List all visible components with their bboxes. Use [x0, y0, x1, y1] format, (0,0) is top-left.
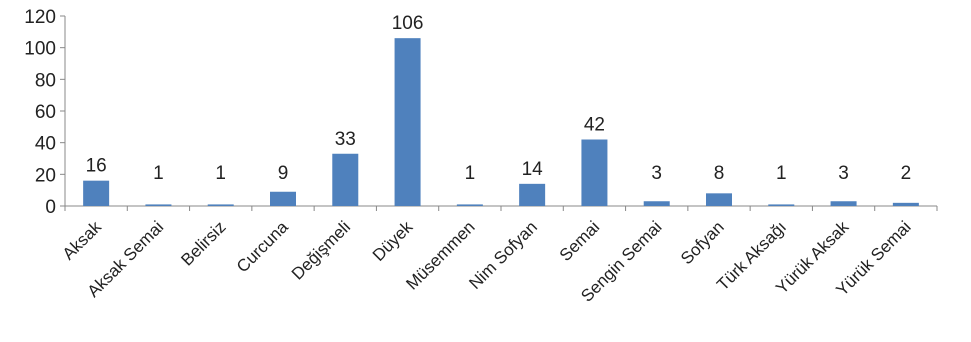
category-label: Belirsiz — [177, 217, 229, 269]
data-label: 1 — [776, 163, 787, 184]
data-label: 3 — [838, 163, 849, 184]
data-label: 106 — [392, 13, 424, 34]
bar — [394, 38, 421, 206]
data-label: 33 — [335, 129, 356, 150]
bar — [270, 191, 296, 206]
y-tick-label: 40 — [35, 134, 56, 155]
data-label: 1 — [465, 163, 476, 184]
category-label: Semai — [556, 217, 604, 265]
x-axis — [64, 205, 938, 211]
category-label: Düyek — [369, 217, 417, 265]
data-label: 1 — [215, 163, 226, 184]
category-label: Curcuna — [233, 217, 292, 276]
bar — [519, 183, 546, 206]
data-label: 2 — [901, 163, 912, 184]
data-label: 8 — [714, 163, 725, 184]
y-tick-label: 120 — [24, 7, 56, 28]
data-label: 3 — [651, 163, 662, 184]
bar — [768, 204, 795, 206]
bar — [643, 201, 670, 206]
bar — [830, 201, 857, 206]
bar — [581, 139, 608, 206]
data-label: 16 — [86, 156, 107, 177]
category-label: Nim Sofyan — [465, 217, 541, 293]
bar — [83, 180, 110, 206]
category-label: Aksak — [59, 217, 106, 264]
data-label: 42 — [584, 115, 605, 136]
bar — [332, 153, 359, 206]
y-tick-label: 60 — [35, 102, 56, 123]
bar — [145, 204, 172, 206]
category-label: Sofyan — [677, 217, 728, 268]
y-axis: 0 20 40 60 80 100 120 — [24, 7, 66, 218]
bars — [83, 38, 919, 206]
bar — [456, 204, 483, 206]
data-label: 1 — [153, 163, 164, 184]
y-tick-label: 100 — [24, 39, 56, 60]
y-tick-label: 20 — [35, 165, 56, 186]
category-label: Değişmeli — [288, 217, 354, 283]
y-tick-label: 0 — [45, 197, 56, 218]
data-label: 14 — [522, 159, 544, 180]
y-tick-label: 80 — [35, 70, 56, 91]
bar — [892, 202, 919, 206]
bar — [706, 193, 732, 206]
data-label: 9 — [278, 163, 289, 184]
bar — [207, 204, 234, 206]
